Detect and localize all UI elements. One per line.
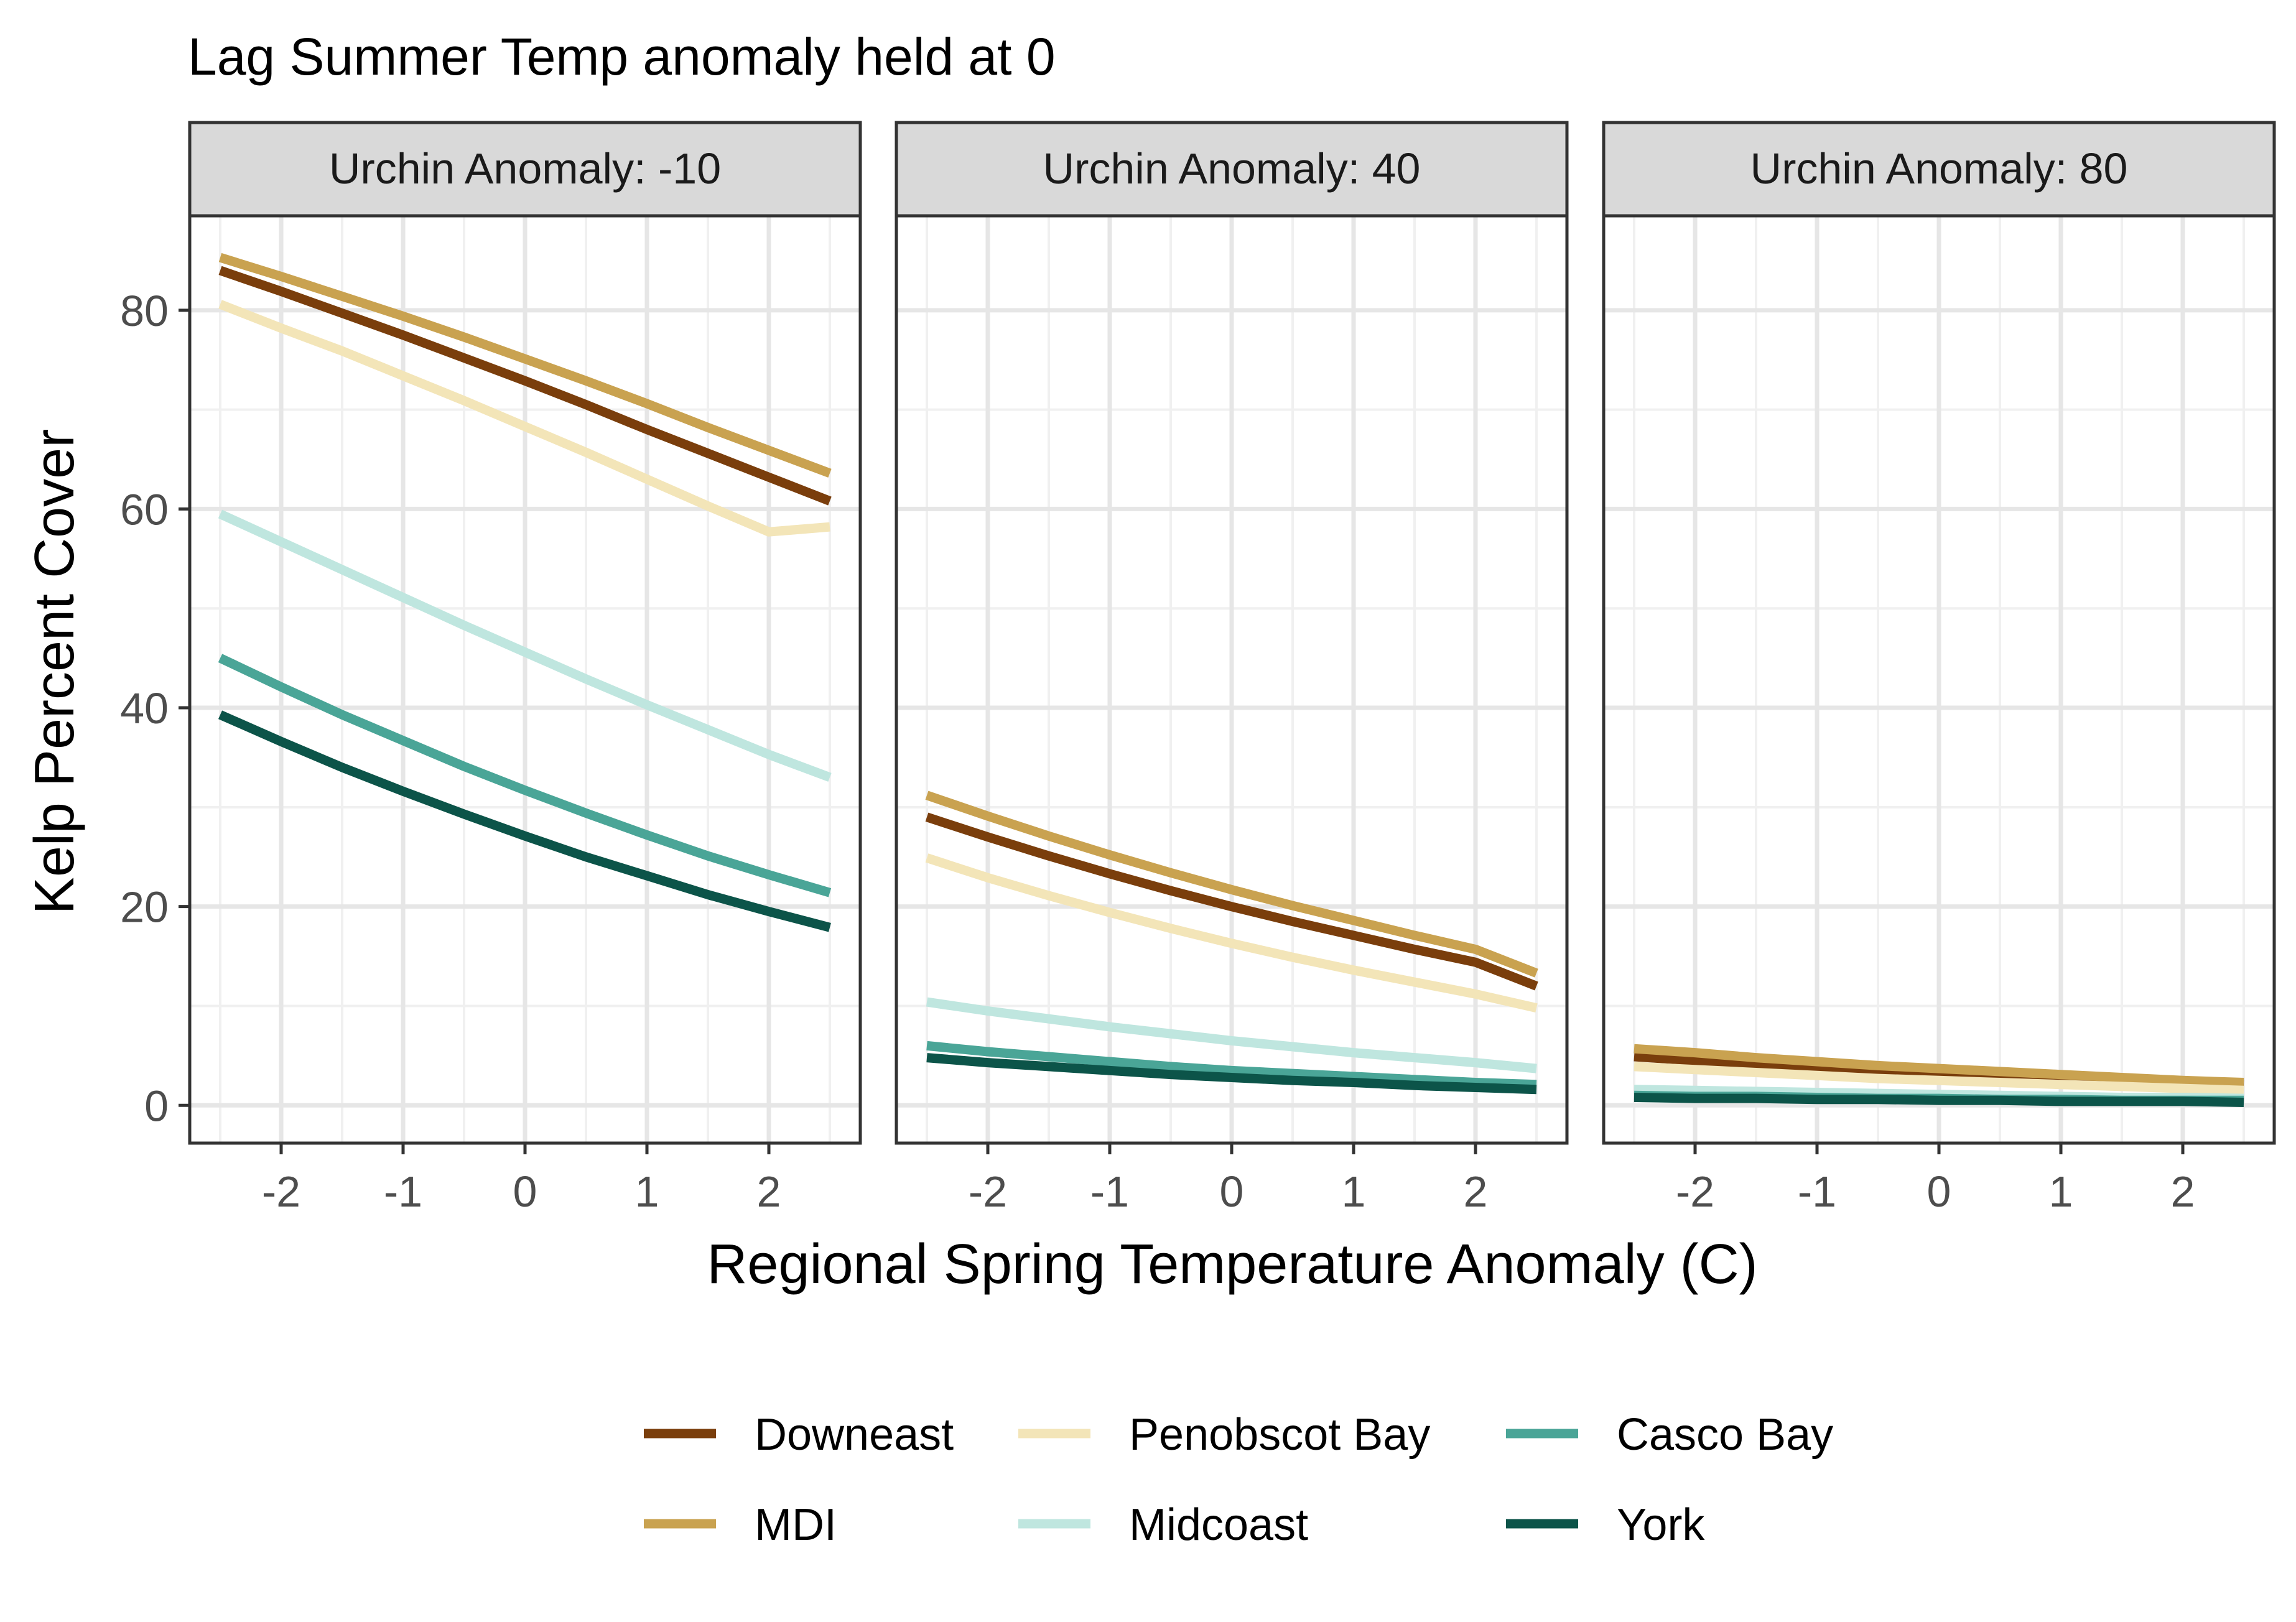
y-tick-label: 80 [120, 287, 169, 335]
series-line-downeast [218, 266, 832, 506]
series-line-york [218, 710, 831, 932]
legend-label: Downeast [755, 1410, 954, 1460]
series-line-downeast [925, 812, 1538, 991]
series-line-penobscot-bay [925, 853, 1538, 1013]
legend-item: Downeast [644, 1410, 954, 1460]
facet-strip [1602, 121, 2276, 218]
legend-label: MDI [755, 1500, 837, 1550]
series-line-mdi [218, 253, 832, 478]
legend-label: Midcoast [1129, 1500, 1308, 1550]
series-line-midcoast [218, 509, 832, 782]
legend: Downeast MDI Penobscot Bay Midcoast Casco Ba… [644, 1410, 1833, 1550]
chart-title: Lag Summer Temp anomaly held at 0 [188, 27, 1056, 86]
y-tick-label: 0 [144, 1082, 169, 1130]
series-line-york [1634, 1093, 2244, 1107]
facet-strip-label: Urchin Anomaly: -10 [329, 144, 721, 193]
facet-panel-2: Urchin Anomaly: 40 [895, 121, 1569, 1145]
y-axis-title: Kelp Percent Cover [24, 429, 86, 914]
y-tick-label: 60 [120, 485, 169, 534]
facet-strip-label: Urchin Anomaly: 80 [1750, 144, 2128, 193]
x-tick-label: 2 [1464, 1167, 1488, 1216]
series-line-penobscot-bay [1634, 1062, 2244, 1095]
x-tick-label: -2 [1676, 1167, 1714, 1216]
y-tick-label: 40 [120, 684, 169, 733]
x-tick-label: -2 [262, 1167, 300, 1216]
x-tick-label: 1 [2049, 1167, 2073, 1216]
x-tick-label: -2 [969, 1167, 1007, 1216]
legend-label: York [1617, 1500, 1705, 1550]
y-tick-label: 20 [120, 883, 169, 932]
facet-strip [188, 121, 862, 218]
series-line-mdi [1634, 1044, 2244, 1087]
legend-item: Casco Bay [1506, 1410, 1833, 1460]
series-line-casco-bay [218, 654, 832, 897]
facet-strip [895, 121, 1569, 218]
x-tick-label: 2 [757, 1167, 781, 1216]
x-tick-label: 2 [2171, 1167, 2195, 1216]
series-line-casco-bay [926, 1040, 1537, 1090]
legend-item: York [1506, 1500, 1705, 1550]
facet-panel-1: Urchin Anomaly: -10 [188, 121, 862, 1145]
legend-item: Penobscot Bay [1018, 1410, 1430, 1460]
x-tick-label: 1 [1342, 1167, 1366, 1216]
x-tick-label: -1 [384, 1167, 422, 1216]
x-tick-label: 1 [635, 1167, 659, 1216]
legend-label: Casco Bay [1617, 1410, 1833, 1460]
x-tick-label: -1 [1090, 1167, 1129, 1216]
x-tick-label: 0 [1220, 1167, 1244, 1216]
x-tick-label: 0 [513, 1167, 537, 1216]
series-line-midcoast [926, 997, 1537, 1073]
legend-label: Penobscot Bay [1129, 1410, 1430, 1460]
facet-strip-label: Urchin Anomaly: 40 [1043, 144, 1421, 193]
legend-item: MDI [644, 1500, 837, 1550]
series-line-penobscot-bay [218, 300, 830, 537]
facet-panels: Urchin Anomaly: -10 Urchin Anomaly: 40 Urc… [188, 121, 2276, 1145]
x-tick-label: -1 [1798, 1167, 1836, 1216]
series-line-york [926, 1053, 1537, 1095]
series-line-mdi [925, 790, 1538, 978]
legend-item: Midcoast [1018, 1500, 1308, 1550]
facet-panel-3: Urchin Anomaly: 80 [1602, 121, 2276, 1145]
x-tick-label: 0 [1927, 1167, 1951, 1216]
x-axis-title: Regional Spring Temperature Anomaly (C) [707, 1233, 1757, 1295]
